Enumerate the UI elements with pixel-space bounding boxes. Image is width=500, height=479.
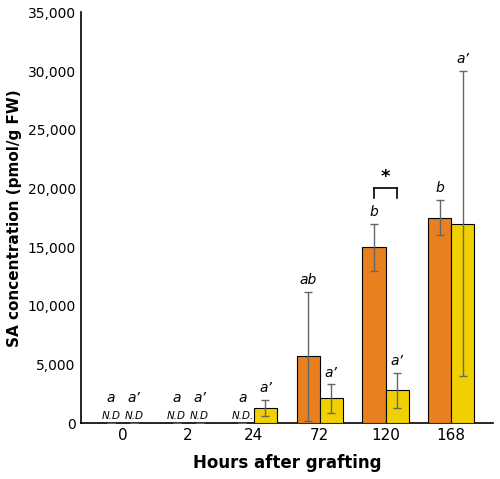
Text: N.D: N.D — [102, 411, 120, 421]
Bar — [362, 247, 386, 423]
Text: b: b — [436, 182, 444, 195]
Text: *: * — [381, 168, 390, 186]
Text: N.D: N.D — [124, 411, 144, 421]
Bar — [452, 224, 474, 423]
Text: a’: a’ — [325, 365, 338, 380]
Bar — [428, 218, 452, 423]
Text: a’: a’ — [259, 381, 272, 395]
Text: a’: a’ — [193, 391, 206, 406]
Text: N.D: N.D — [167, 411, 186, 421]
Text: a’: a’ — [128, 391, 140, 406]
Bar — [254, 408, 277, 423]
Y-axis label: SA concentration (pmol/g FW): SA concentration (pmol/g FW) — [7, 89, 22, 347]
Text: a: a — [106, 391, 115, 406]
Bar — [386, 390, 408, 423]
Text: N.D.: N.D. — [232, 411, 254, 421]
X-axis label: Hours after grafting: Hours after grafting — [192, 454, 381, 472]
Bar — [320, 399, 342, 423]
Text: b: b — [370, 205, 378, 219]
Text: a: a — [238, 391, 246, 406]
Text: a’: a’ — [390, 354, 404, 368]
Text: N.D: N.D — [190, 411, 209, 421]
Text: a: a — [172, 391, 181, 406]
Bar — [296, 356, 320, 423]
Text: ab: ab — [300, 273, 317, 287]
Text: a’: a’ — [456, 52, 469, 67]
